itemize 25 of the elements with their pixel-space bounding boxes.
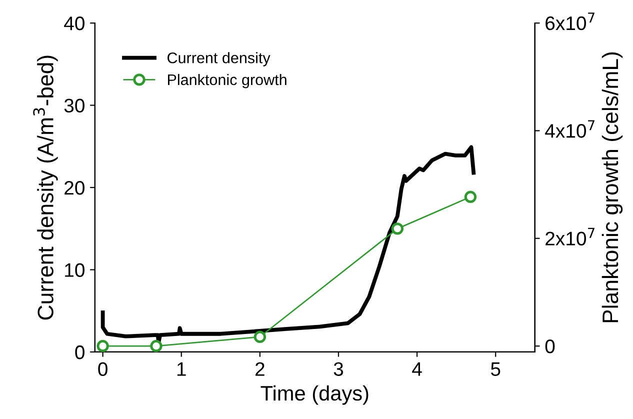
x-tick-label: 3 [334, 362, 344, 376]
point [391, 222, 404, 235]
y2-axis-title: Planktonic growth (cels/mL) [602, 52, 623, 322]
y-tick-label: 30 [64, 98, 84, 113]
y2-tick-label: 4x10$^{7}$ [545, 120, 594, 138]
x-tick-label: 0 [98, 362, 108, 376]
y2-tick-label: 6x10$^{7}$ [546, 12, 594, 30]
x-axis-title: Time (days) [260, 385, 368, 405]
legend-label: Current density [168, 52, 270, 66]
y-tick-label: 40 [64, 16, 84, 30]
point [150, 340, 162, 352]
point [96, 340, 109, 352]
x-tick-label: 4 [412, 362, 422, 376]
y-axis-title: Current density (A/m$^{3}$-bed) [33, 56, 58, 320]
y2-tick-label: 2x10$^{7}$ [546, 228, 594, 246]
legend-label: Planktonic growth [168, 74, 286, 88]
y2-tick-label: 0 [545, 340, 555, 354]
point [254, 330, 266, 343]
x-tick-label: 5 [490, 362, 500, 376]
y-tick-label: 10 [65, 263, 84, 277]
y-tick-label: 20 [64, 180, 84, 195]
y-tick-label: 0 [75, 345, 84, 360]
point [464, 190, 477, 204]
x-tick-label: 2 [255, 362, 264, 376]
x-tick-label: 1 [177, 362, 186, 376]
